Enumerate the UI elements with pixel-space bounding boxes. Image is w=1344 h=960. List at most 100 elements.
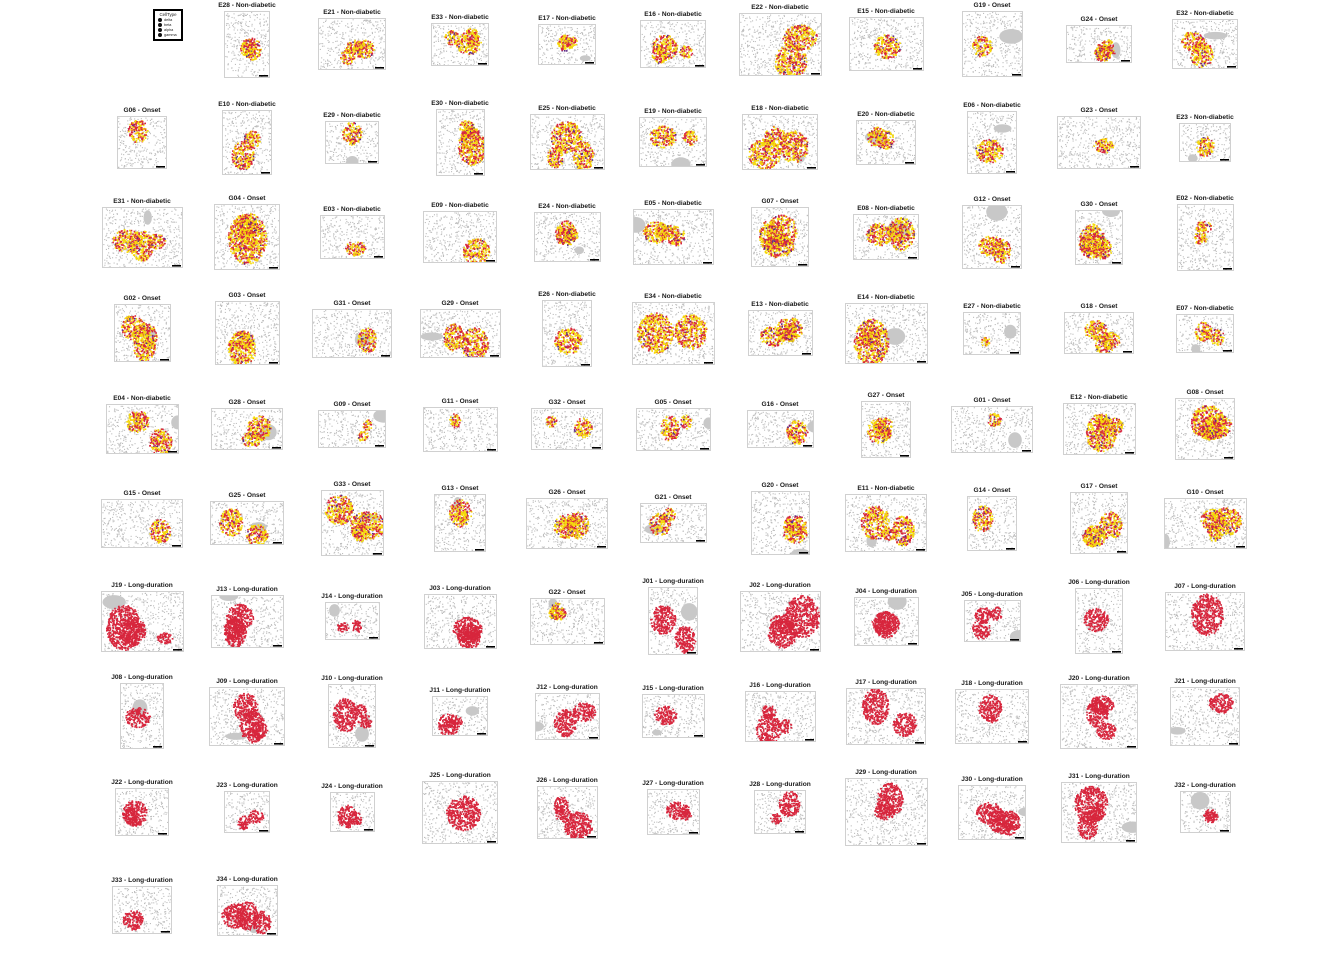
tissue-cell-point (241, 28, 242, 29)
tissue-cell-point (808, 21, 809, 22)
tissue-cell-point (553, 38, 554, 39)
alpha-cell-point (789, 38, 791, 40)
beta-cell-point (242, 45, 244, 47)
tissue-cell-point (568, 34, 569, 35)
tissue-cell-point (897, 30, 898, 31)
alpha-cell-point (571, 38, 573, 40)
tissue-cell-point (267, 24, 268, 25)
tissue-cell-point (750, 46, 751, 47)
beta-cell-point (810, 44, 812, 46)
tissue-cell-point (591, 54, 592, 55)
tissue-cell-point (746, 24, 747, 25)
tissue-cell-point (769, 39, 770, 40)
tissue-cell-point (451, 46, 452, 47)
tissue-cell-point (690, 24, 691, 25)
tissue-cell-point (690, 63, 691, 64)
tissue-cell-point (545, 35, 546, 36)
tissue-cell-point (235, 40, 236, 41)
tissue-cell-point (550, 39, 551, 40)
tissue-cell-point (228, 35, 229, 36)
tissue-cell-point (779, 37, 780, 38)
tissue-cell-point (750, 21, 751, 22)
tissue-cell-point (594, 53, 595, 54)
alpha-cell-point (574, 41, 576, 43)
delta-cell-point (357, 51, 359, 53)
tissue-cell-point (327, 27, 328, 28)
tissue-cell-point (581, 63, 582, 64)
tissue-cell-point (594, 37, 595, 38)
tissue-cell-point (698, 23, 699, 24)
tissue-cell-point (552, 47, 553, 48)
tissue-cell-point (798, 14, 799, 15)
tissue-cell-point (768, 71, 769, 72)
tissue-cell-point (348, 27, 349, 28)
alpha-cell-point (805, 26, 807, 28)
alpha-cell-point (675, 53, 677, 55)
beta-cell-point (790, 75, 792, 76)
scale-bar (811, 73, 820, 75)
tissue-cell-point (704, 66, 705, 67)
islet-panel-e22: E22 - Non-diabetic (739, 4, 822, 79)
tissue-cell-point (348, 68, 349, 69)
tissue-cell-point (704, 33, 705, 34)
tissue-cell-point (329, 55, 330, 56)
beta-cell-point (785, 59, 787, 61)
tissue-cell-point (240, 53, 241, 54)
tissue-cell-point (226, 24, 227, 25)
beta-cell-point (353, 46, 355, 48)
tissue-cell-point (250, 16, 251, 17)
tissue-cell-point (816, 22, 817, 23)
tissue-cell-point (658, 41, 659, 42)
tissue-cell-point (238, 41, 239, 42)
tissue-cell-point (550, 30, 551, 31)
tissue-cell-point (263, 62, 264, 63)
tissue-cell-point (443, 51, 444, 52)
tissue-cell-point (664, 27, 665, 28)
alpha-cell-point (811, 37, 813, 39)
tissue-cell-point (914, 20, 915, 21)
tissue-cell-point (672, 55, 673, 56)
tissue-cell-point (744, 67, 745, 68)
legend-key-alpha (158, 28, 162, 32)
beta-cell-point (464, 35, 466, 37)
tissue-cell-point (916, 38, 917, 39)
tissue-cell-point (371, 57, 372, 58)
tissue-cell-point (481, 59, 482, 60)
tissue-cell-point (589, 48, 590, 49)
alpha-cell-point (673, 43, 675, 45)
alpha-cell-point (661, 36, 663, 38)
tissue-cell-point (762, 25, 763, 26)
tissue-cell-point (557, 64, 558, 65)
tissue-cell-point (384, 27, 385, 28)
tissue-cell-point (322, 26, 323, 27)
tissue-cell-point (227, 46, 228, 47)
tissue-cell-point (351, 39, 352, 40)
alpha-cell-point (795, 61, 797, 63)
tissue-cell-point (261, 43, 262, 44)
alpha-cell-point (659, 58, 661, 60)
tissue-cell-point (437, 30, 438, 31)
tissue-cell-point (866, 22, 867, 23)
tissue-cell-point (232, 37, 233, 38)
alpha-cell-point (245, 51, 247, 53)
tissue-cell-point (858, 61, 859, 62)
tissue-cell-point (867, 63, 868, 64)
tissue-cell-point (821, 72, 822, 73)
tissue-cell-point (248, 62, 249, 63)
tissue-cell-point (241, 21, 242, 22)
beta-cell-point (792, 28, 794, 30)
tissue-cell-point (557, 58, 558, 59)
tissue-cell-point (353, 19, 354, 20)
beta-cell-point (784, 41, 786, 43)
tissue-cell-point (339, 50, 340, 51)
tissue-cell-point (433, 28, 434, 29)
tissue-map (431, 23, 489, 66)
tissue-cell-point (546, 34, 547, 35)
tissue-cell-point (577, 46, 578, 47)
tissue-cell-point (459, 62, 460, 63)
tissue-cell-point (891, 61, 892, 62)
alpha-cell-point (664, 52, 666, 54)
tissue-cell-point (644, 27, 645, 28)
tissue-cell-point (238, 39, 239, 40)
tissue-cell-point (669, 24, 670, 25)
